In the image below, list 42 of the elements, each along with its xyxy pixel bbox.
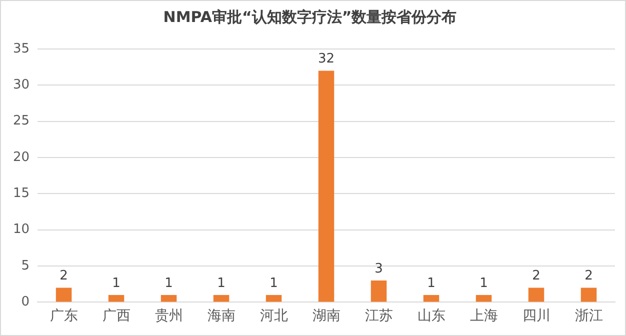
x-tick-label: 广西 bbox=[102, 308, 130, 324]
y-tick-label: 5 bbox=[21, 258, 30, 274]
bar bbox=[370, 280, 387, 302]
data-label: 1 bbox=[217, 276, 226, 291]
y-tick-label: 10 bbox=[12, 222, 30, 238]
data-label: 1 bbox=[164, 276, 173, 291]
y-tick-label: 35 bbox=[12, 41, 30, 56]
chart-title: NMPA审批“认知数字疗法”数量按省份分布 bbox=[163, 8, 457, 26]
bar bbox=[213, 294, 230, 302]
bar bbox=[580, 288, 597, 302]
bar bbox=[56, 288, 72, 302]
x-tick-label: 四川 bbox=[522, 308, 550, 324]
x-tick-label: 浙江 bbox=[574, 308, 603, 324]
y-tick-label: 30 bbox=[12, 78, 30, 93]
data-label: 1 bbox=[112, 276, 120, 291]
x-tick-label: 贵州 bbox=[154, 308, 183, 324]
data-label: 2 bbox=[60, 268, 68, 284]
x-tick-label: 山东 bbox=[417, 308, 446, 324]
x-tick-label: 河北 bbox=[260, 308, 288, 324]
data-label: 2 bbox=[532, 268, 540, 284]
data-label: 32 bbox=[318, 52, 335, 67]
bar bbox=[318, 70, 334, 302]
y-tick-label: 15 bbox=[12, 186, 30, 202]
x-tick-label: 湖南 bbox=[312, 308, 340, 324]
data-label: 2 bbox=[584, 268, 593, 284]
data-label: 1 bbox=[480, 276, 488, 291]
y-tick-label: 20 bbox=[12, 150, 30, 165]
bar bbox=[266, 294, 282, 302]
y-tick-label: 0 bbox=[21, 294, 30, 310]
x-tick-label: 上海 bbox=[470, 308, 498, 324]
bar bbox=[528, 288, 544, 302]
x-tick-label: 广东 bbox=[50, 308, 78, 324]
data-label: 1 bbox=[270, 276, 278, 291]
x-tick-label: 江苏 bbox=[364, 308, 393, 324]
x-tick-label: 海南 bbox=[207, 308, 236, 324]
bar bbox=[476, 294, 492, 302]
bar bbox=[108, 294, 124, 302]
data-label: 1 bbox=[427, 276, 436, 291]
data-label: 3 bbox=[374, 261, 383, 276]
bar bbox=[423, 294, 440, 302]
bar bbox=[160, 294, 177, 302]
y-tick-label: 25 bbox=[12, 114, 30, 129]
